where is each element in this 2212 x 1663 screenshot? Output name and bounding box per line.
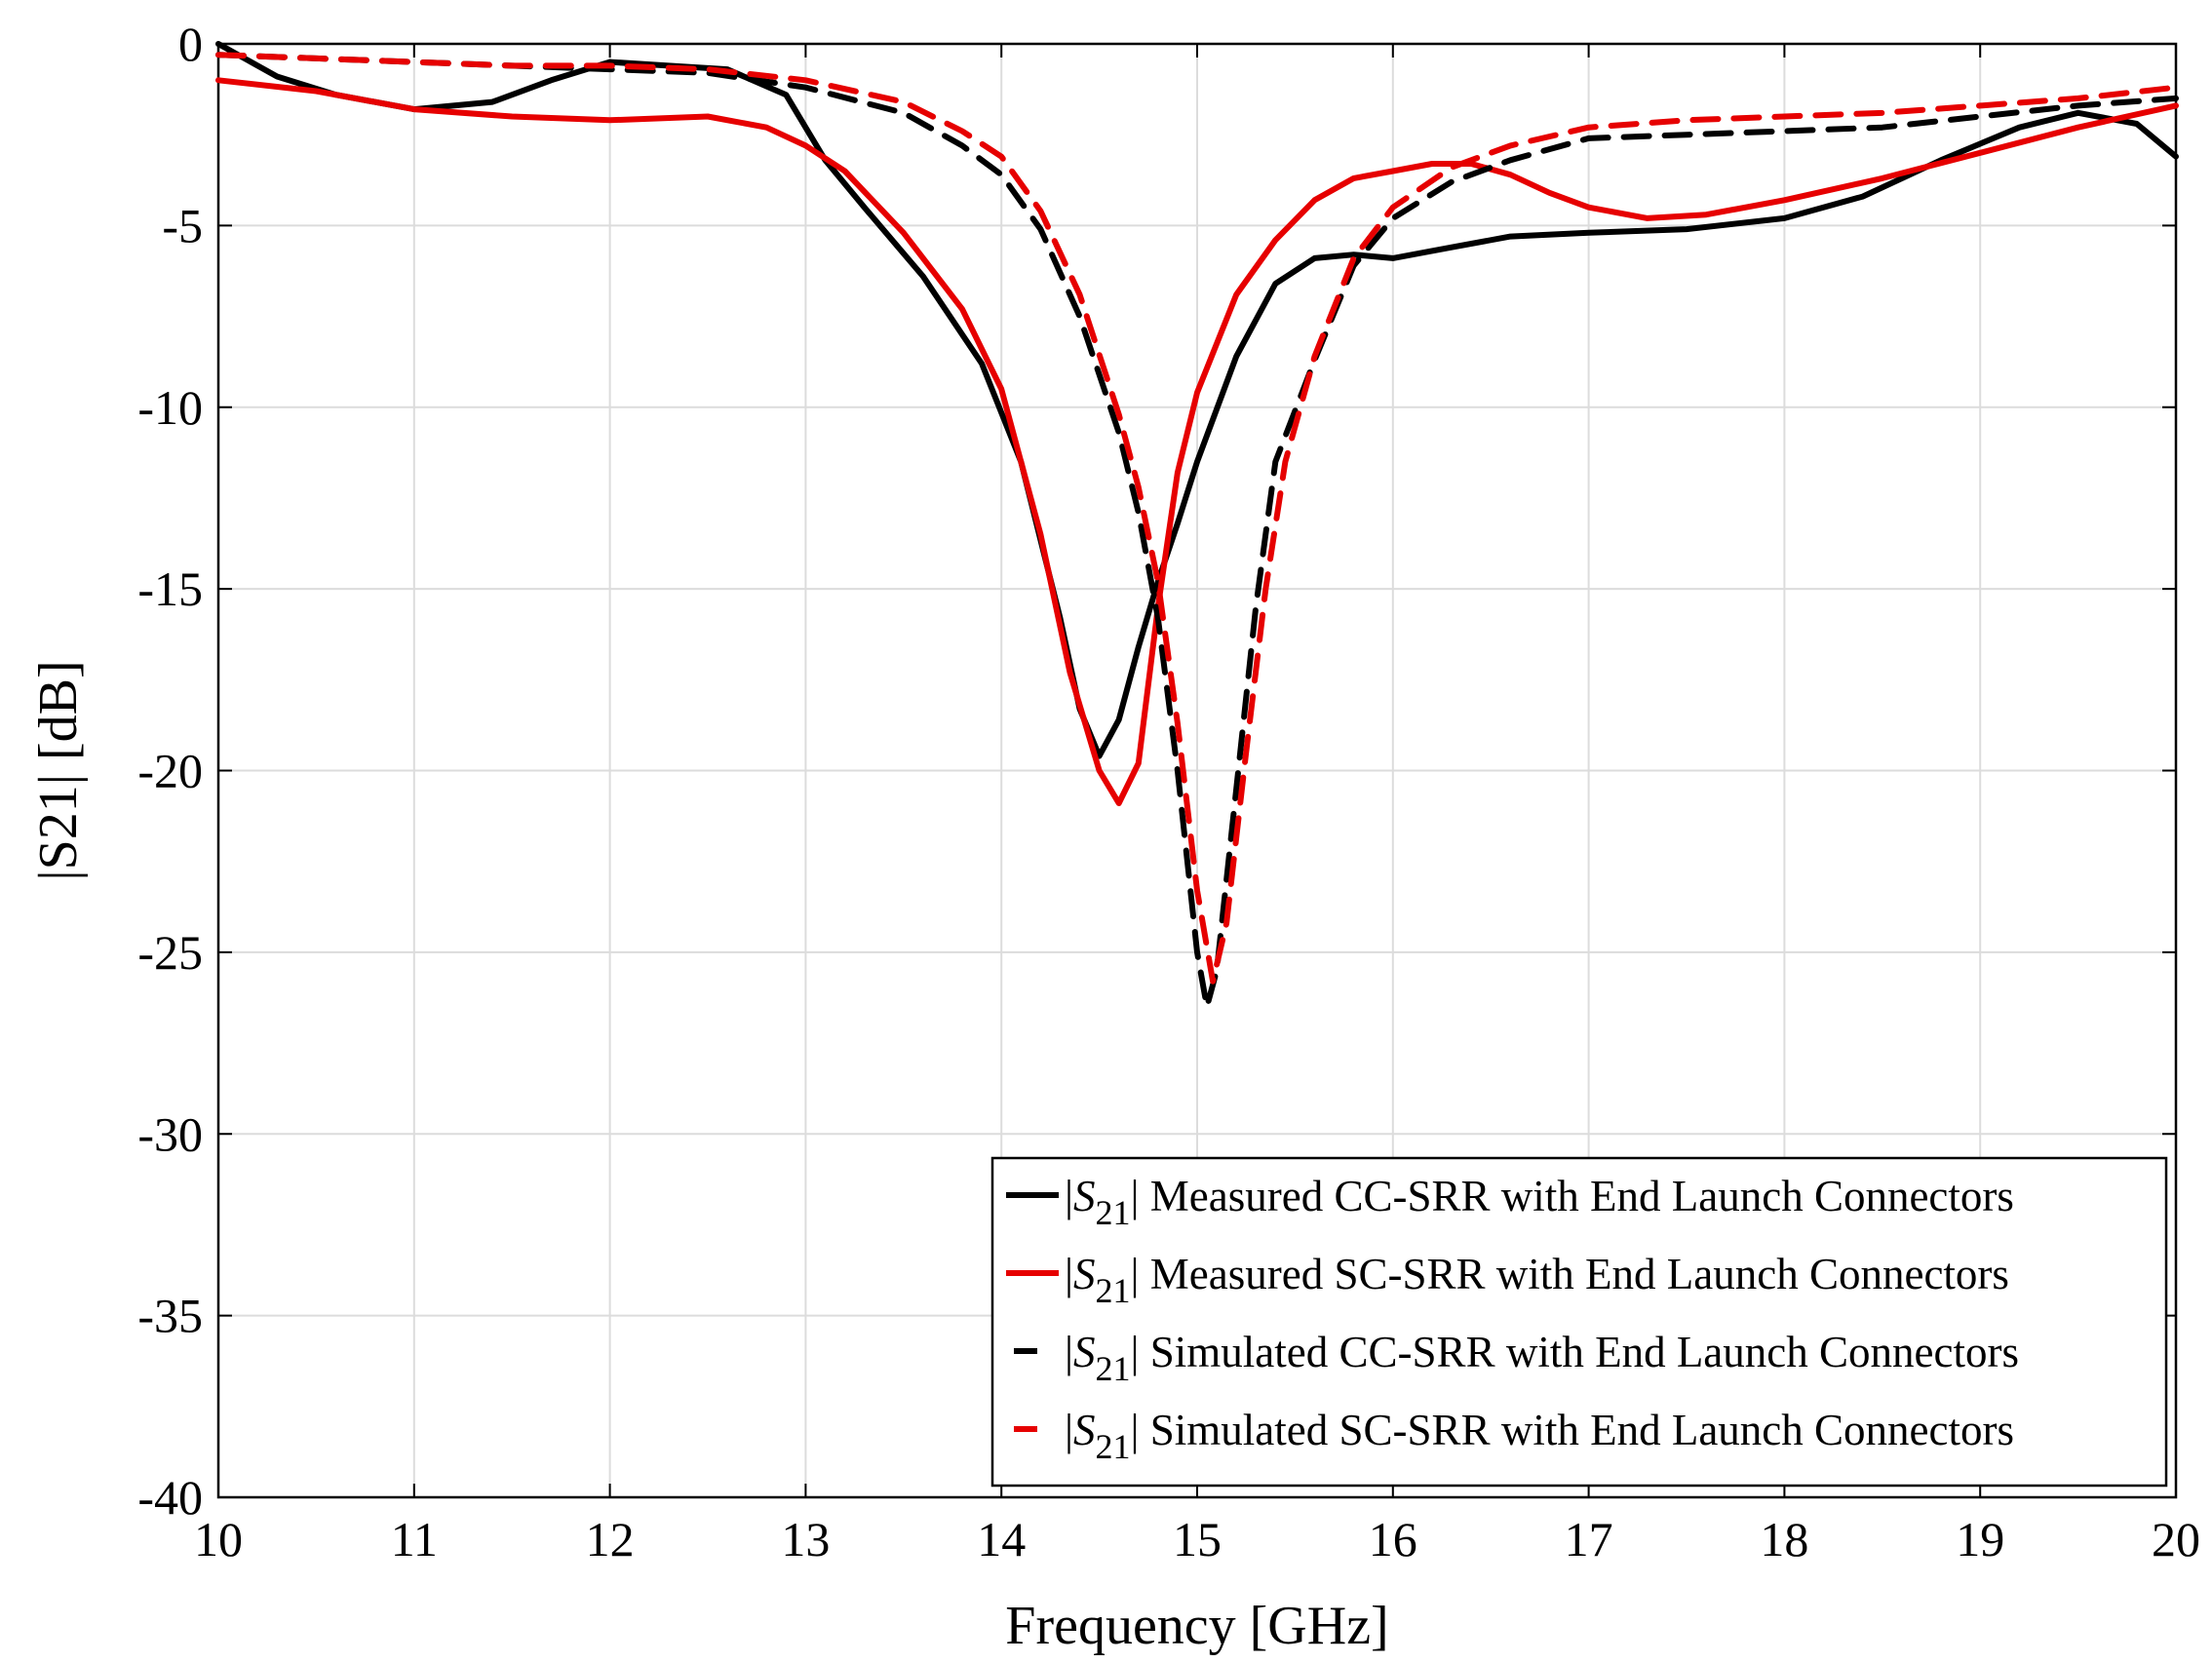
y-tick-label: -35	[137, 1289, 203, 1343]
legend-subscript: 21	[1096, 1427, 1131, 1466]
legend: |S21| Measured CC-SRR with End Launch Co…	[990, 1156, 2168, 1488]
y-tick-label: -5	[162, 198, 203, 252]
x-tick-label: 15	[1173, 1512, 1222, 1566]
series-lines	[215, 41, 2179, 1010]
legend-bar-open: |	[1065, 1250, 1073, 1298]
x-axis-title: Frequency [GHz]	[1005, 1596, 1388, 1656]
x-tick-label: 18	[1760, 1512, 1808, 1566]
x-tick-label: 11	[391, 1512, 438, 1566]
series-line-3	[215, 52, 2179, 1010]
series-line-1	[215, 41, 2179, 759]
legend-bar-open: |	[1065, 1328, 1073, 1376]
y-tick-label: 0	[178, 17, 203, 71]
y-tick-label: -20	[137, 744, 203, 798]
legend-label-2: |S21| Measured SC-SRR with End Launch Co…	[1065, 1250, 2009, 1310]
y-axis-title: |S21| [dB]	[28, 660, 89, 880]
legend-box	[990, 1156, 2168, 1488]
y-tick-label: -30	[137, 1106, 203, 1161]
legend-symbol: S	[1073, 1406, 1096, 1454]
legend-label-4: |S21| Simulated SC-SRR with End Launch C…	[1065, 1406, 2014, 1466]
series-line-4	[215, 52, 2179, 985]
legend-label-3: |S21| Simulated CC-SRR with End Launch C…	[1065, 1328, 2019, 1388]
x-tick-label: 10	[194, 1512, 243, 1566]
series-line-2	[215, 77, 2179, 806]
legend-bar-open: |	[1065, 1172, 1073, 1220]
legend-description: | Measured SC-SRR with End Launch Connec…	[1131, 1250, 2009, 1298]
x-tick-label: 13	[781, 1512, 830, 1566]
legend-symbol: S	[1073, 1328, 1096, 1376]
legend-symbol: S	[1073, 1172, 1096, 1220]
x-tick-label: 20	[2152, 1512, 2200, 1566]
x-tick-label: 17	[1565, 1512, 1613, 1566]
x-tick-label: 14	[977, 1512, 1026, 1566]
x-tick-label: 12	[586, 1512, 635, 1566]
legend-subscript: 21	[1096, 1349, 1131, 1388]
legend-label-1: |S21| Measured CC-SRR with End Launch Co…	[1065, 1172, 2014, 1232]
y-tick-label: -40	[137, 1470, 203, 1525]
legend-description: | Simulated SC-SRR with End Launch Conne…	[1131, 1406, 2014, 1454]
legend-symbol: S	[1073, 1250, 1096, 1298]
x-tick-label: 19	[1956, 1512, 2004, 1566]
x-tick-label: 16	[1369, 1512, 1417, 1566]
y-tick-label: -10	[137, 380, 203, 435]
y-tick-label: -25	[137, 925, 203, 980]
y-tick-label: -15	[137, 561, 203, 616]
legend-bar-open: |	[1065, 1406, 1073, 1454]
legend-description: | Simulated CC-SRR with End Launch Conne…	[1131, 1328, 2019, 1376]
legend-description: | Measured CC-SRR with End Launch Connec…	[1131, 1172, 2014, 1220]
legend-subscript: 21	[1096, 1271, 1131, 1310]
axis-ticks: 10 11 12 13 14 15 16 17 18 19 20 0 -5 -10 -15 -20 -25 -30…	[137, 17, 2200, 1566]
legend-subscript: 21	[1096, 1193, 1131, 1232]
